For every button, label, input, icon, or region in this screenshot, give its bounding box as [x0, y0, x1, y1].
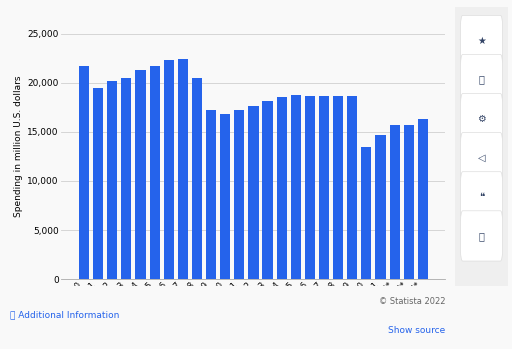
Y-axis label: Spending in million U.S. dollars: Spending in million U.S. dollars	[14, 76, 23, 217]
Bar	[375, 135, 386, 279]
Bar	[150, 66, 160, 279]
Bar	[361, 147, 372, 279]
Bar	[220, 114, 230, 279]
Bar	[305, 96, 315, 279]
Bar	[206, 110, 216, 279]
Bar	[107, 81, 117, 279]
Text: ⚙: ⚙	[477, 114, 486, 124]
Bar	[403, 125, 414, 279]
Bar	[234, 110, 244, 279]
Bar	[276, 97, 287, 279]
Bar	[263, 102, 273, 279]
FancyBboxPatch shape	[461, 54, 502, 105]
FancyBboxPatch shape	[461, 94, 502, 144]
Text: 🖨: 🖨	[479, 231, 484, 241]
Bar	[248, 106, 259, 279]
Bar	[135, 70, 145, 279]
Bar	[319, 96, 329, 279]
Bar	[93, 88, 103, 279]
Bar	[291, 96, 301, 279]
Bar	[79, 66, 89, 279]
Text: 🔔: 🔔	[479, 75, 484, 84]
Bar	[192, 78, 202, 279]
FancyBboxPatch shape	[461, 172, 502, 222]
Bar	[390, 125, 400, 279]
Bar	[418, 119, 428, 279]
Text: ◁: ◁	[478, 153, 485, 163]
Text: © Statista 2022: © Statista 2022	[379, 297, 445, 306]
Bar	[164, 60, 174, 279]
Bar	[121, 78, 132, 279]
Text: ❝: ❝	[479, 192, 484, 202]
Text: ★: ★	[477, 36, 486, 45]
FancyBboxPatch shape	[461, 133, 502, 183]
Text: ⓘ Additional Information: ⓘ Additional Information	[10, 310, 120, 319]
Bar	[333, 96, 343, 279]
Text: Show source: Show source	[388, 326, 445, 335]
FancyBboxPatch shape	[461, 15, 502, 66]
FancyBboxPatch shape	[461, 211, 502, 261]
Bar	[178, 59, 188, 279]
Bar	[347, 96, 357, 279]
